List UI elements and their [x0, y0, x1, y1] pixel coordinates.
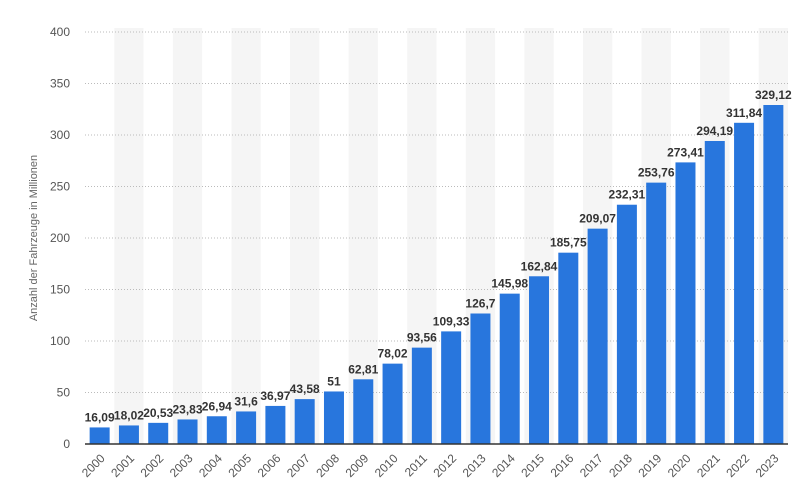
- x-tick-label: 2012: [430, 451, 459, 480]
- y-tick-label: 250: [50, 180, 70, 194]
- y-tick-label: 50: [57, 386, 71, 400]
- column-band: [114, 28, 144, 444]
- data-label: 162,84: [521, 259, 558, 273]
- data-label: 36,97: [260, 389, 290, 403]
- x-tick-label: 2020: [665, 451, 694, 480]
- data-label: 329,12: [755, 88, 792, 102]
- bar-2022[interactable]: [734, 122, 755, 444]
- y-tick-label: 200: [50, 231, 70, 245]
- bar-2005[interactable]: [236, 411, 257, 444]
- bar-2020[interactable]: [675, 162, 696, 444]
- x-tick-label: 2000: [79, 451, 108, 480]
- data-label: 26,94: [202, 399, 232, 413]
- bar-2011[interactable]: [411, 347, 432, 444]
- data-label: 31,6: [234, 394, 258, 408]
- column-band: [172, 28, 203, 444]
- bar-2002[interactable]: [148, 422, 169, 444]
- x-tick-label: 2007: [284, 451, 313, 480]
- y-axis-title: Anzahl der Fahrzeuge in Millionen: [28, 155, 40, 321]
- data-label: 126,7: [465, 296, 495, 310]
- data-label: 232,31: [609, 188, 646, 202]
- data-label: 294,19: [696, 124, 733, 138]
- x-tick-label: 2016: [548, 451, 577, 480]
- data-label: 273,41: [667, 145, 704, 159]
- data-label: 51: [327, 374, 341, 388]
- data-label: 145,98: [491, 277, 528, 291]
- x-tick-label: 2005: [225, 451, 254, 480]
- x-tick-label: 2003: [167, 451, 196, 480]
- y-tick-label: 0: [63, 437, 70, 451]
- bar-2012[interactable]: [441, 331, 462, 444]
- bar-2007[interactable]: [294, 399, 315, 444]
- x-tick-label: 2013: [460, 451, 489, 480]
- bar-2006[interactable]: [265, 405, 286, 444]
- bar-2023[interactable]: [763, 105, 784, 444]
- bar-2018[interactable]: [616, 204, 637, 444]
- x-tick-label: 2023: [753, 451, 782, 480]
- y-tick-label: 100: [50, 334, 70, 348]
- bar-2016[interactable]: [558, 252, 579, 444]
- x-tick-label: 2017: [577, 451, 606, 480]
- x-tick-label: 2004: [196, 451, 225, 480]
- data-label: 109,33: [433, 314, 470, 328]
- data-label: 78,02: [378, 347, 408, 361]
- y-tick-label: 300: [50, 128, 70, 142]
- bar-2010[interactable]: [382, 363, 403, 444]
- x-tick-label: 2010: [372, 451, 401, 480]
- data-label: 20,53: [143, 406, 173, 420]
- data-label: 93,56: [407, 331, 437, 345]
- x-tick-label: 2001: [108, 451, 137, 480]
- bar-2003[interactable]: [177, 419, 198, 444]
- column-band: [290, 28, 320, 444]
- y-tick-label: 350: [50, 77, 70, 91]
- x-tick-label: 2022: [723, 451, 752, 480]
- bar-2014[interactable]: [499, 293, 520, 444]
- x-tick-label: 2014: [489, 451, 518, 480]
- data-label: 209,07: [579, 212, 616, 226]
- bar-2021[interactable]: [704, 140, 725, 444]
- data-label: 16,09: [85, 410, 115, 424]
- bar-2009[interactable]: [353, 379, 374, 444]
- column-band: [231, 28, 261, 444]
- bar-2000[interactable]: [89, 427, 110, 444]
- x-tick-label: 2015: [518, 451, 547, 480]
- bar-2001[interactable]: [118, 425, 139, 444]
- bar-2013[interactable]: [470, 313, 491, 444]
- data-label: 311,84: [726, 106, 762, 120]
- column-band: [348, 28, 378, 444]
- x-tick-label: 2021: [694, 451, 723, 480]
- x-tick-label: 2009: [343, 451, 372, 480]
- data-label: 18,02: [114, 408, 144, 422]
- data-label: 43,58: [290, 382, 320, 396]
- x-tick-label: 2002: [138, 451, 167, 480]
- y-tick-label: 150: [50, 283, 70, 297]
- y-tick-label: 400: [50, 25, 70, 39]
- bar-2015[interactable]: [529, 276, 550, 444]
- bar-2019[interactable]: [646, 182, 667, 444]
- data-label: 62,81: [348, 362, 378, 376]
- bar-2017[interactable]: [587, 228, 608, 444]
- data-label: 253,76: [638, 166, 675, 180]
- x-tick-label: 2011: [402, 451, 430, 479]
- x-tick-label: 2008: [313, 451, 342, 480]
- bar-2004[interactable]: [206, 416, 227, 444]
- x-tick-label: 2018: [606, 451, 635, 480]
- data-label: 23,83: [173, 402, 203, 416]
- x-tick-label: 2019: [636, 451, 665, 480]
- bar-2008[interactable]: [323, 391, 344, 444]
- data-label: 185,75: [550, 236, 587, 250]
- x-tick-label: 2006: [255, 451, 284, 480]
